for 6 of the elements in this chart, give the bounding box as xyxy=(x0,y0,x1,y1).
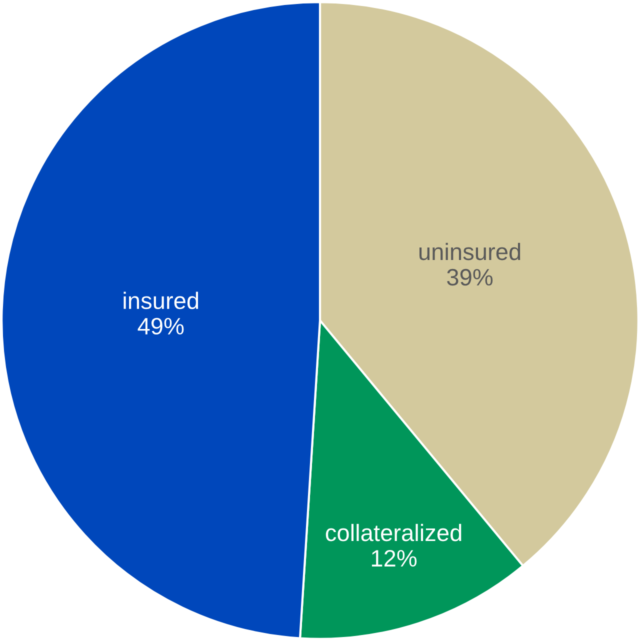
data-label: 39% xyxy=(447,268,493,286)
slice-label: uninsured xyxy=(419,242,520,260)
data-label: 12% xyxy=(372,550,417,567)
slice-label: collateralized xyxy=(326,524,462,542)
data-label: 49% xyxy=(138,318,184,335)
slice-label: insured xyxy=(124,292,198,310)
